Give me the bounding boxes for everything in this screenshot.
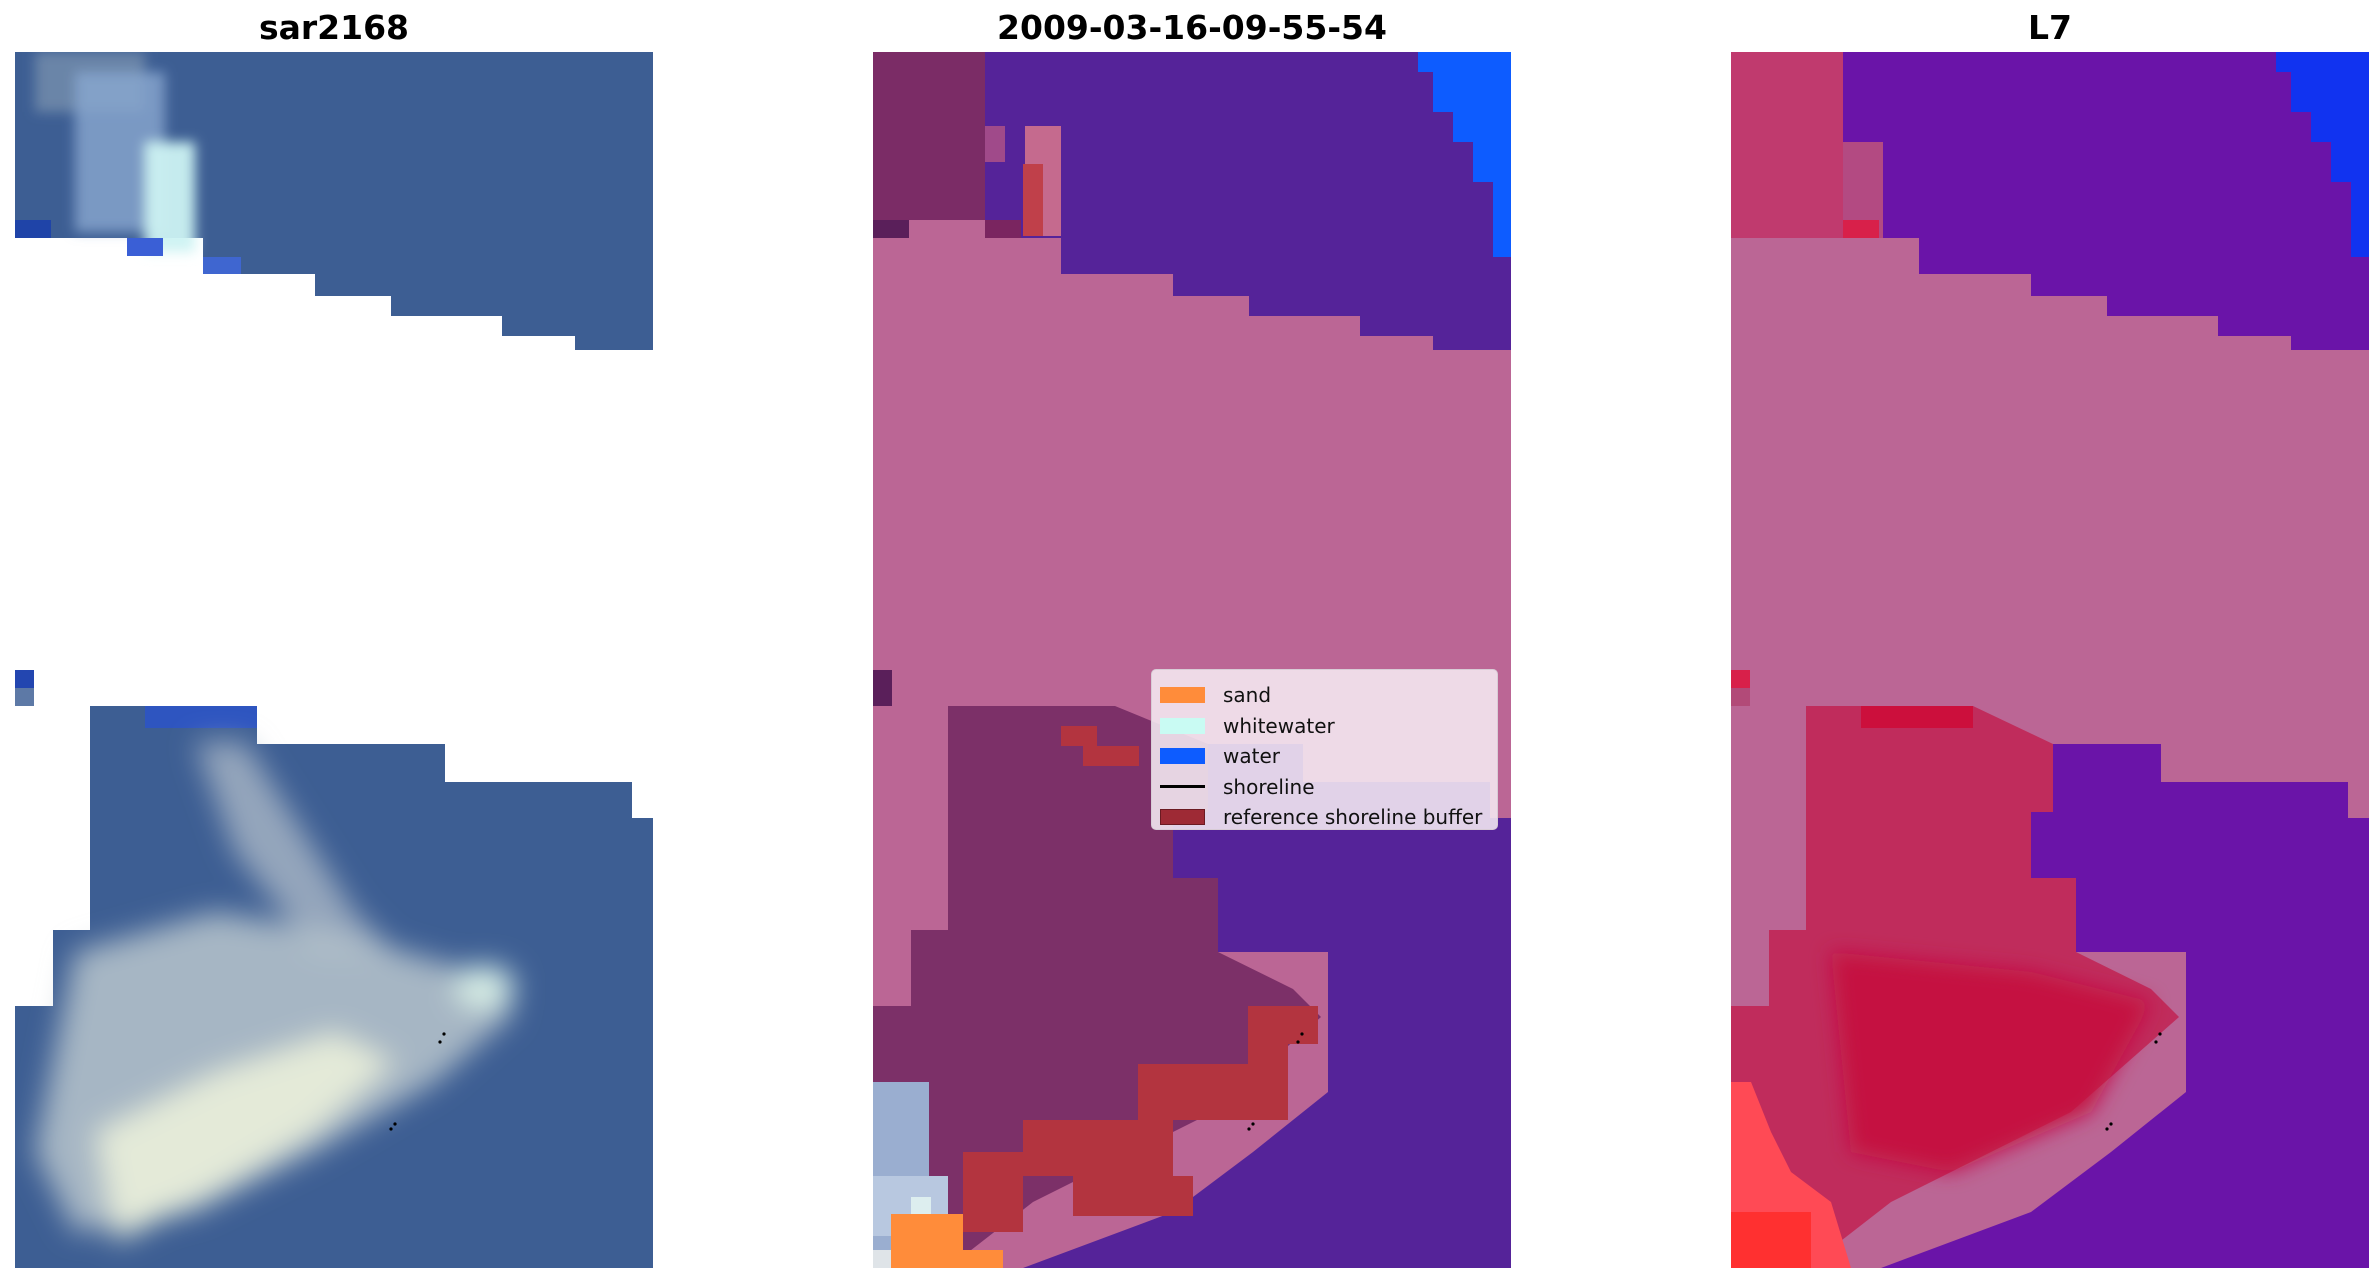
legend-swatch-sand — [1160, 687, 1205, 704]
legend-swatch-shoreline — [1160, 785, 1205, 789]
index-image-panel — [1731, 52, 2369, 1268]
legend-label: shoreline — [1223, 774, 1315, 799]
legend-swatch-water — [1160, 748, 1205, 765]
legend-item-shoreline: shoreline — [1160, 772, 1497, 803]
legend-label: sand — [1223, 683, 1272, 708]
legend-swatch-reference-buffer — [1160, 809, 1205, 826]
rgb-image — [15, 52, 653, 1268]
panel-title-index: L7 — [2028, 8, 2072, 47]
legend-item-reference-buffer: reference shoreline buffer — [1160, 802, 1497, 833]
panel-title-classification: 2009-03-16-09-55-54 — [997, 8, 1387, 47]
legend-item-water: water — [1160, 741, 1497, 772]
classification-map — [873, 52, 1511, 1268]
index-image — [1731, 52, 2369, 1268]
legend-label: reference shoreline buffer — [1223, 805, 1483, 830]
classification-panel — [873, 52, 1511, 1268]
legend-label: water — [1223, 744, 1280, 769]
legend: sand whitewater water shoreline referenc… — [1151, 669, 1498, 830]
legend-item-sand: sand — [1160, 680, 1497, 711]
legend-swatch-whitewater — [1160, 717, 1205, 734]
panel-title-rgb: sar2168 — [258, 8, 410, 47]
legend-item-whitewater: whitewater — [1160, 711, 1497, 742]
rgb-image-panel — [15, 52, 653, 1268]
legend-label: whitewater — [1223, 713, 1335, 738]
